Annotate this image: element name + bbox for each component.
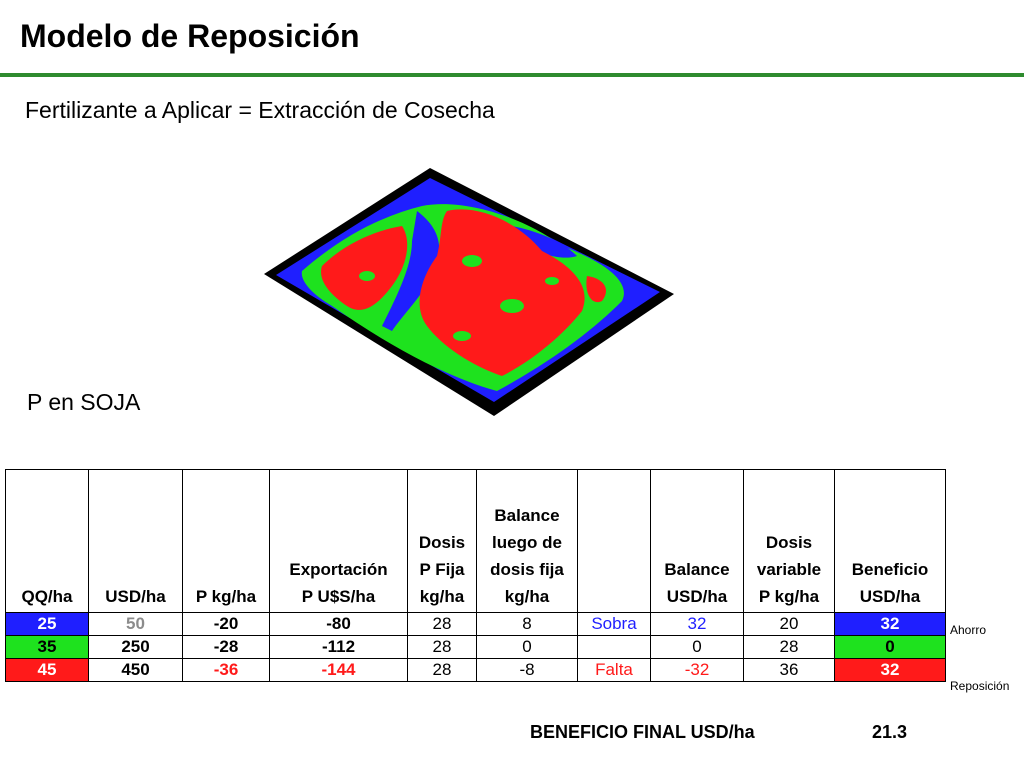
cell-dosis-variable: 36 — [743, 658, 835, 682]
map-label: P en SOJA — [27, 389, 141, 415]
page-title: Modelo de Reposición — [20, 18, 360, 54]
col-header-balance-kg: Balance luego de dosis fija kg/ha — [476, 469, 578, 613]
header-text: Dosis — [765, 533, 813, 552]
cell-balance-kg: 8 — [476, 612, 578, 636]
header-text: USD/ha — [666, 587, 728, 606]
cell-balance-usd: 32 — [650, 612, 744, 636]
cell-usd: 250 — [88, 635, 183, 659]
header-text: variable — [756, 560, 822, 579]
col-header-exportacion: Exportación P U$S/ha — [269, 469, 408, 613]
cell-usd: 50 — [88, 612, 183, 636]
cell-status: Sobra — [577, 612, 651, 636]
cell-qq: 25 — [5, 612, 89, 636]
cell-p-kg: -36 — [182, 658, 270, 682]
title-divider — [0, 73, 1024, 77]
header-text: kg/ha — [419, 587, 465, 606]
cell-dosis-fija: 28 — [407, 658, 477, 682]
cell-qq: 45 — [5, 658, 89, 682]
cell-beneficio: 0 — [834, 635, 946, 659]
field-map-image — [264, 168, 674, 416]
header-text: USD/ha — [105, 587, 166, 606]
cell-balance-kg: -8 — [476, 658, 578, 682]
col-header-beneficio: Beneficio USD/ha — [834, 469, 946, 613]
header-text: luego de — [492, 533, 562, 552]
col-header-qq: QQ/ha — [5, 469, 89, 613]
cell-usd: 450 — [88, 658, 183, 682]
cell-exportacion: -80 — [269, 612, 408, 636]
header-text: P Fija — [419, 560, 465, 579]
cell-p-kg: -28 — [182, 635, 270, 659]
header-text: Balance — [494, 506, 560, 525]
row-note-ahorro: Ahorro — [950, 623, 987, 637]
subtitle: Fertilizante a Aplicar = Extracción de C… — [25, 97, 495, 123]
header-text: P kg/ha — [758, 587, 820, 606]
col-header-status — [577, 469, 651, 613]
col-header-balance-usd: Balance USD/ha — [650, 469, 744, 613]
header-text: P U$S/ha — [301, 587, 376, 606]
col-header-dosis-fija: Dosis P Fija kg/ha — [407, 469, 477, 613]
cell-qq: 35 — [5, 635, 89, 659]
col-header-usd: USD/ha — [88, 469, 183, 613]
col-header-dosis-variable: Dosis variable P kg/ha — [743, 469, 835, 613]
cell-balance-usd: -32 — [650, 658, 744, 682]
cell-exportacion: -112 — [269, 635, 408, 659]
cell-status: Falta — [577, 658, 651, 682]
table-header-row: QQ/ha USD/ha P kg/ha Exportación P U$S/ha… — [5, 469, 946, 613]
cell-status — [577, 635, 651, 659]
cell-dosis-fija: 28 — [407, 635, 477, 659]
table-row: 45 450 -36 -144 28 -8 Falta -32 36 32 — [5, 658, 946, 682]
table-row: 35 250 -28 -112 28 0 0 28 0 — [5, 635, 946, 659]
header-text: dosis fija — [490, 560, 564, 579]
table-row: 25 50 -20 -80 28 8 Sobra 32 20 32 — [5, 612, 946, 636]
cell-p-kg: -20 — [182, 612, 270, 636]
header-text: kg/ha — [504, 587, 550, 606]
cell-balance-usd: 0 — [650, 635, 744, 659]
cell-balance-kg: 0 — [476, 635, 578, 659]
cell-dosis-variable: 20 — [743, 612, 835, 636]
cell-exportacion: -144 — [269, 658, 408, 682]
final-benefit-value: 21.3 — [872, 722, 908, 742]
header-text: Exportación — [289, 560, 388, 579]
header-text: Beneficio — [851, 560, 929, 579]
cell-dosis-fija: 28 — [407, 612, 477, 636]
row-note-reposicion: Reposición — [950, 679, 1010, 693]
header-text: P kg/ha — [195, 587, 257, 606]
cell-beneficio: 32 — [834, 658, 946, 682]
cell-dosis-variable: 28 — [743, 635, 835, 659]
header-text: QQ/ha — [21, 587, 73, 606]
cell-beneficio: 32 — [834, 612, 946, 636]
header-text: Dosis — [418, 533, 466, 552]
reposition-table: QQ/ha USD/ha P kg/ha Exportación P U$S/ha… — [5, 469, 946, 682]
header-text: USD/ha — [859, 587, 921, 606]
col-header-p-kg: P kg/ha — [182, 469, 270, 613]
final-benefit-label: BENEFICIO FINAL USD/ha — [530, 722, 755, 742]
header-text: Balance — [664, 560, 730, 579]
